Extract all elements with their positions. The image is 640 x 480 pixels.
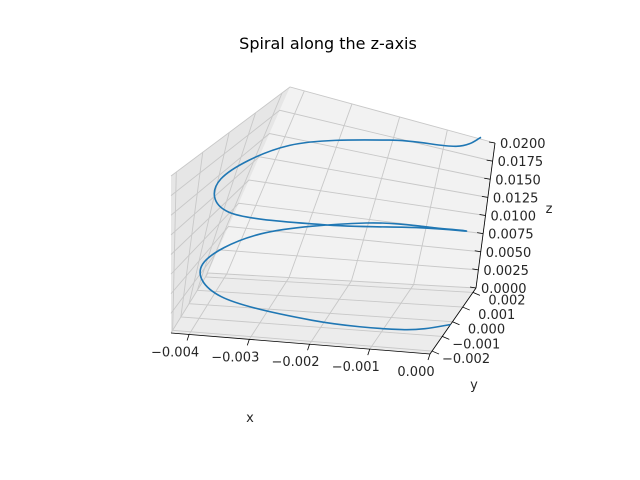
grid-line-z <box>170 226 481 295</box>
tick-marks-and-labels: −0.004 −0.003 −0.002 −0.001 0.000−0.002−0.00… <box>151 137 545 380</box>
y-tick-label: −0.001 <box>452 337 500 352</box>
z-tick-mark <box>488 141 496 144</box>
z-tick-mark <box>472 268 479 271</box>
x-tick-mark <box>246 339 250 346</box>
z-tick-label: 0.0125 <box>493 191 539 206</box>
grid-lines <box>170 86 496 355</box>
grid-line-z <box>170 133 491 216</box>
z-tick-label: 0.0025 <box>483 264 529 279</box>
grid-line-z <box>170 109 493 196</box>
z-tick-mark <box>479 214 486 216</box>
x-tick-label: 0.000 <box>397 365 434 380</box>
pane-back <box>208 87 495 288</box>
x-axis-label: x <box>246 411 254 426</box>
y-tick-label: 0.000 <box>468 323 505 338</box>
z-axis-label: z <box>546 202 553 217</box>
grid-line-z <box>170 249 479 314</box>
grid-line-z <box>170 156 488 236</box>
z-tick-mark <box>477 232 484 235</box>
x-tick-label: −0.003 <box>211 350 259 365</box>
grid-line-z <box>170 86 496 177</box>
z-tick-label: 0.0050 <box>486 246 532 261</box>
y-tick-mark <box>442 336 450 340</box>
x-tick-mark <box>367 348 371 356</box>
z-tick-label: 0.0200 <box>500 137 546 152</box>
x-tick-mark <box>427 353 431 361</box>
z-tick-label: 0.0100 <box>491 210 537 225</box>
grid-line-z <box>170 272 477 334</box>
y-tick-label: 0.002 <box>488 293 525 308</box>
y-axis-line <box>429 287 477 355</box>
chart-title: Spiral along the z-axis <box>239 34 417 53</box>
y-tick-label: −0.002 <box>442 352 490 367</box>
y-tick-mark <box>452 321 460 326</box>
z-tick-label: 0.0150 <box>495 173 541 188</box>
spiral-line <box>199 136 482 331</box>
x-tick-label: −0.002 <box>271 355 319 370</box>
z-tick-mark <box>481 195 488 198</box>
z-tick-label: 0.0075 <box>488 228 534 243</box>
z-tick-mark <box>486 159 493 162</box>
x-tick-label: −0.001 <box>332 360 380 375</box>
y-tick-mark <box>431 350 440 355</box>
y-tick-mark <box>462 306 470 311</box>
grid-line-z <box>170 202 484 275</box>
y-tick-label: 0.001 <box>478 308 515 323</box>
grid-line-z <box>170 179 486 255</box>
x-axis-line <box>170 332 431 355</box>
z-tick-mark <box>469 286 477 289</box>
y-tick-mark <box>472 292 481 296</box>
z-tick-mark <box>474 250 481 253</box>
x-tick-mark <box>307 344 310 351</box>
x-tick-label: −0.004 <box>151 345 199 360</box>
z-tick-label: 0.0000 <box>481 282 527 297</box>
z-tick-label: 0.0175 <box>498 155 544 170</box>
x-tick-mark <box>186 334 190 341</box>
y-axis-label: y <box>470 378 478 393</box>
data-series <box>199 136 482 331</box>
z-tick-mark <box>484 177 491 180</box>
